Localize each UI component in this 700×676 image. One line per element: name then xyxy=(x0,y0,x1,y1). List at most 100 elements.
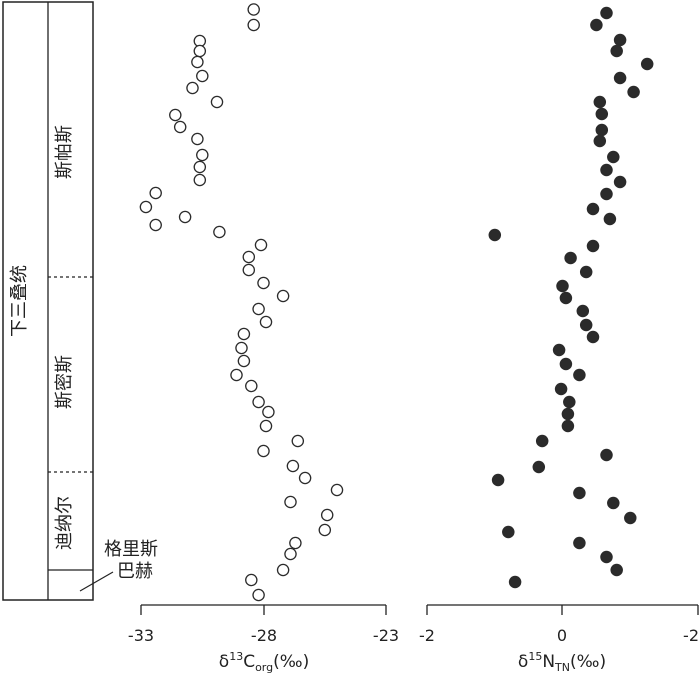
nitrogen-data-point xyxy=(603,212,617,226)
nitrogen-data-point xyxy=(563,395,576,409)
carbon-data-point xyxy=(247,18,260,32)
nitrogen-data-point xyxy=(579,318,593,332)
nitrogen-data-point xyxy=(556,279,569,293)
carbon-data-point xyxy=(173,120,187,134)
nitrogen-x-ticks: -2 0 -2 xyxy=(419,605,699,645)
nitrogen-data-point xyxy=(561,419,575,433)
carbon-data-point xyxy=(289,536,302,550)
nitrogen-data-point xyxy=(613,71,627,85)
nitrogen-data-point xyxy=(640,57,654,71)
nitrogen-data-point xyxy=(600,6,613,20)
nitrogen-x-tick-label: 0 xyxy=(557,626,567,645)
carbon-data-point xyxy=(284,547,297,561)
nitrogen-data-point xyxy=(573,536,586,550)
carbon-data-point xyxy=(252,395,265,409)
leader-line-bach xyxy=(79,571,114,592)
nitrogen-data-point xyxy=(607,150,620,164)
carbon-data-point xyxy=(262,405,275,419)
carbon-data-points xyxy=(139,3,344,602)
nitrogen-data-point xyxy=(595,107,609,121)
carbon-data-point xyxy=(252,302,265,316)
nitrogen-data-point xyxy=(535,434,549,448)
nitrogen-data-point xyxy=(508,575,522,589)
carbon-data-point xyxy=(237,327,251,341)
carbon-data-point xyxy=(276,563,290,577)
carbon-x-tick-label: -33 xyxy=(128,626,154,645)
carbon-data-point xyxy=(245,379,258,393)
carbon-data-point xyxy=(330,483,344,497)
carbon-data-point xyxy=(178,210,192,224)
nitrogen-data-point xyxy=(600,187,613,201)
nitrogen-data-point xyxy=(564,251,577,265)
strat-column: 下三叠统 斯帕斯 斯密斯 迪纳尔 格里斯 巴赫 xyxy=(2,1,158,601)
carbon-data-point xyxy=(242,250,256,264)
carbon-data-point xyxy=(298,471,312,485)
nitrogen-data-point xyxy=(532,460,546,474)
nitrogen-isotope-panel: -2 0 -2 δ15NTN(‰) xyxy=(419,6,699,674)
carbon-data-point xyxy=(276,289,290,303)
carbon-data-point xyxy=(284,495,297,509)
carbon-x-tick-label: -28 xyxy=(251,626,277,645)
carbon-data-point xyxy=(196,148,209,162)
carbon-data-point xyxy=(252,588,265,602)
carbon-data-point xyxy=(139,200,153,214)
nitrogen-data-point xyxy=(600,550,613,564)
nitrogen-data-point xyxy=(600,163,613,177)
carbon-data-point xyxy=(259,419,273,433)
system-label: 下三叠统 xyxy=(9,265,30,337)
carbon-x-axis-title: δ13Corg(‰) xyxy=(219,650,309,674)
carbon-data-point xyxy=(193,44,207,58)
nitrogen-data-point xyxy=(610,563,623,577)
stage-label-griesbachian: 格里斯 xyxy=(104,539,158,560)
carbon-data-point xyxy=(193,160,207,174)
carbon-data-point xyxy=(254,238,268,252)
carbon-data-point xyxy=(149,218,162,232)
carbon-data-point xyxy=(191,55,204,69)
nitrogen-data-point xyxy=(559,357,573,371)
carbon-data-point xyxy=(291,434,305,448)
nitrogen-x-axis-title: δ15NTN(‰) xyxy=(518,650,606,674)
carbon-data-point xyxy=(242,263,256,277)
nitrogen-data-point xyxy=(559,291,573,305)
nitrogen-data-point xyxy=(607,496,620,510)
carbon-data-point xyxy=(237,354,251,368)
nitrogen-data-point xyxy=(593,95,607,109)
carbon-data-point xyxy=(247,3,260,16)
carbon-data-point xyxy=(245,573,258,587)
nitrogen-data-point xyxy=(554,382,568,396)
carbon-data-point xyxy=(320,508,334,522)
carbon-data-point xyxy=(149,186,162,200)
nitrogen-data-point xyxy=(586,330,600,344)
nitrogen-data-point xyxy=(573,368,586,382)
nitrogen-data-point xyxy=(613,175,627,189)
nitrogen-x-tick-label: -2 xyxy=(683,626,699,645)
carbon-data-point xyxy=(318,523,332,537)
carbon-data-point xyxy=(259,315,273,329)
carbon-data-point xyxy=(235,341,248,355)
nitrogen-data-point xyxy=(491,473,505,487)
nitrogen-data-point xyxy=(579,265,593,279)
carbon-x-tick-label: -23 xyxy=(373,626,399,645)
stage-label-spathian: 斯帕斯 xyxy=(54,125,75,179)
carbon-data-point xyxy=(193,173,207,187)
nitrogen-data-point xyxy=(561,407,575,421)
carbon-isotope-panel: -33 -28 -23 δ13Corg(‰) xyxy=(128,3,399,674)
nitrogen-data-point xyxy=(610,44,623,58)
carbon-data-point xyxy=(213,225,226,239)
carbon-x-ticks: -33 -28 -23 xyxy=(128,605,399,645)
nitrogen-data-point xyxy=(552,343,566,357)
nitrogen-data-point xyxy=(488,228,502,242)
nitrogen-data-point xyxy=(576,304,590,318)
carbon-data-point xyxy=(257,444,270,458)
carbon-data-point xyxy=(196,69,209,83)
carbon-data-point xyxy=(169,108,182,122)
stage-label-bach: 巴赫 xyxy=(117,561,153,582)
nitrogen-data-point xyxy=(595,123,609,137)
nitrogen-data-point xyxy=(624,511,637,525)
nitrogen-data-point xyxy=(590,18,603,32)
carbon-data-point xyxy=(210,95,224,109)
nitrogen-data-point xyxy=(502,525,515,539)
carbon-data-point xyxy=(186,81,199,95)
stage-label-smithian: 斯密斯 xyxy=(54,355,75,409)
